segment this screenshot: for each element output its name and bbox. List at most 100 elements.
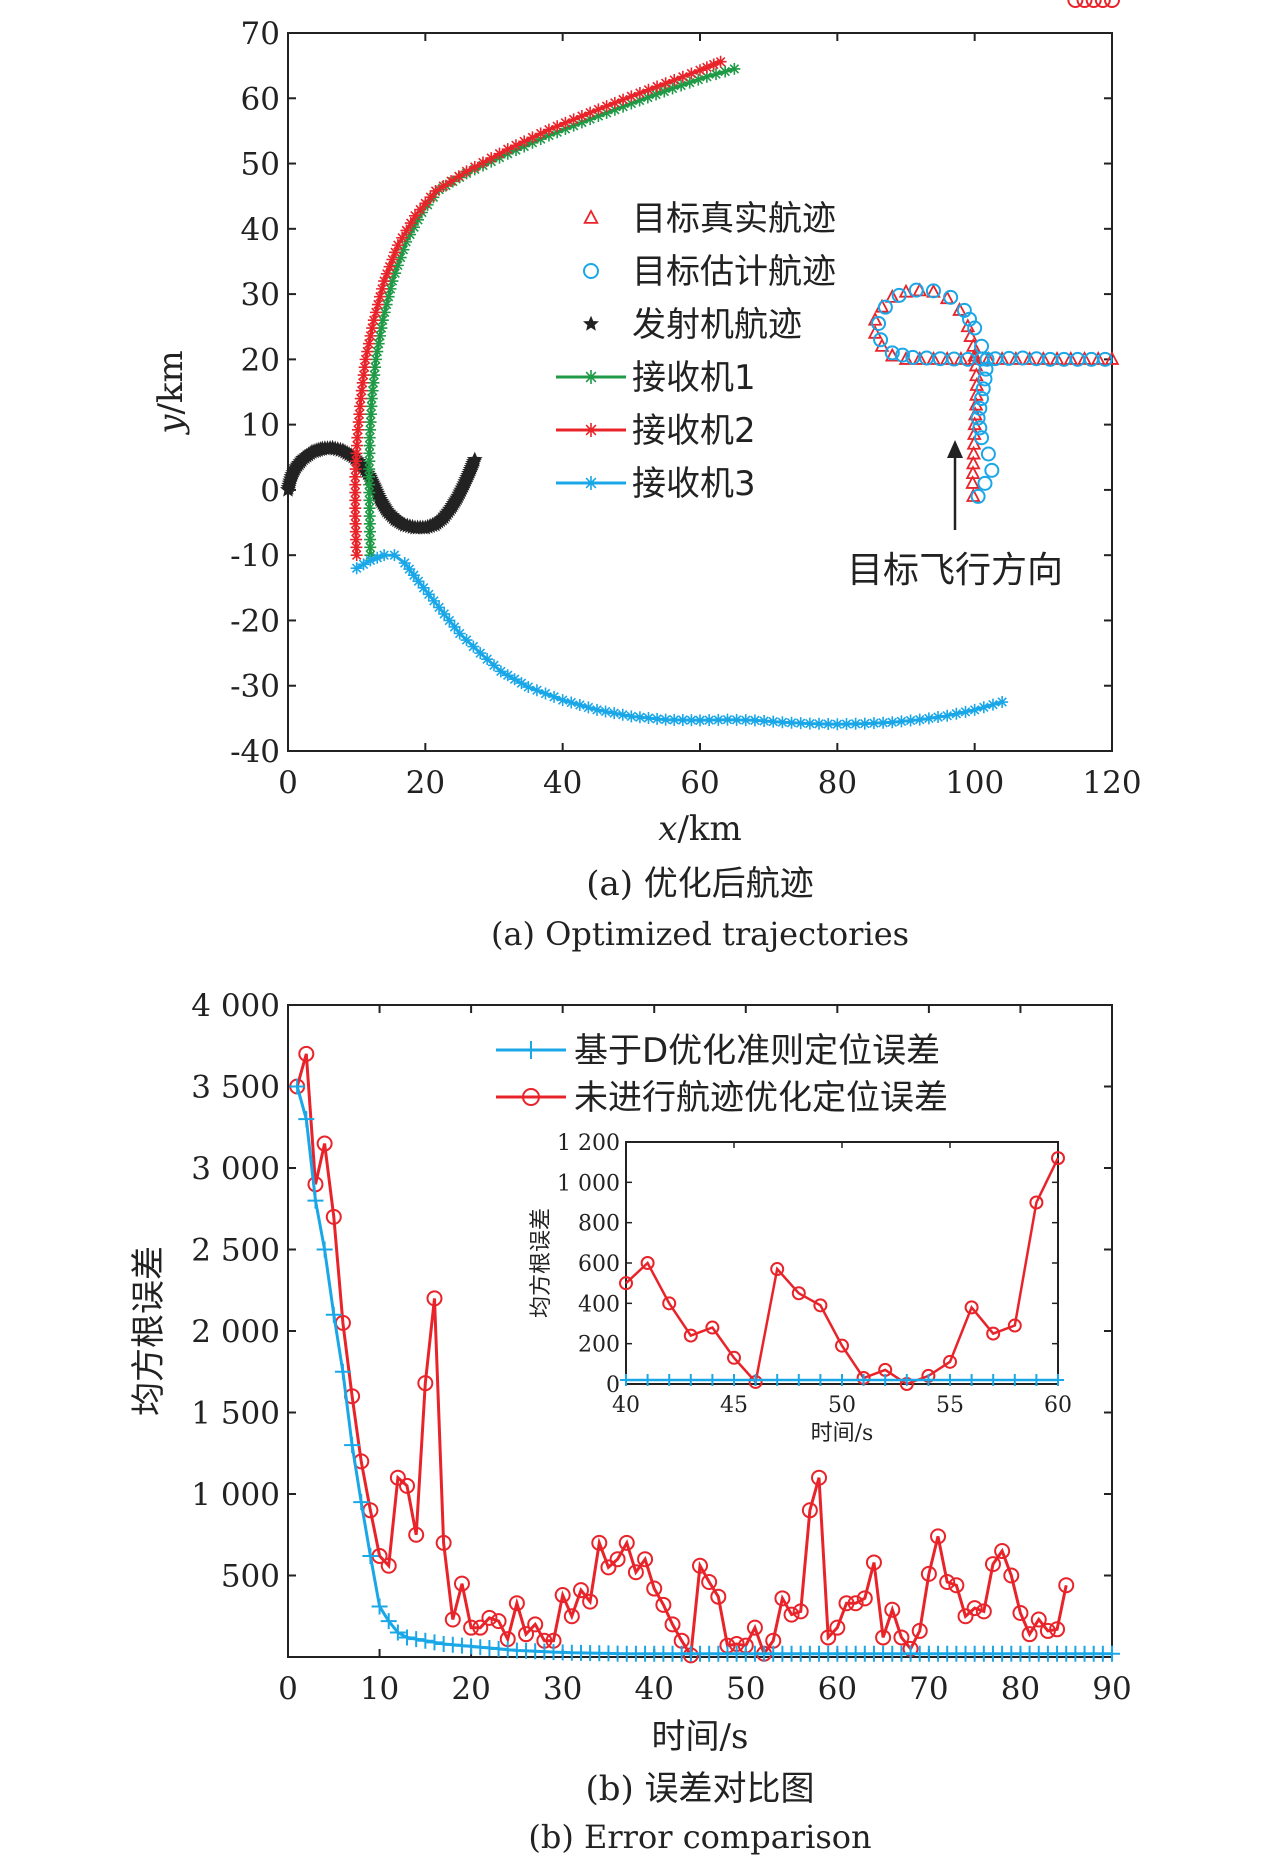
data-point-b [463,1619,480,1636]
data-point-a [567,119,580,132]
data-point-b [554,1587,571,1604]
data-point-a [371,345,384,358]
data-point-a [592,103,605,116]
inset-data-point [705,1320,720,1335]
data-point-b [829,1619,846,1636]
data-point-b [316,1241,333,1258]
data-point-a [891,287,907,303]
data-point-a [584,113,597,126]
data-point-a [365,400,378,413]
data-point-a [567,113,580,126]
data-point-a [366,322,379,335]
data-point-a [378,275,391,288]
data-point-a [600,100,613,113]
data-point-a [396,231,409,244]
data-point-a [617,93,630,106]
legend-marker-b [522,1041,540,1059]
data-point-b [362,1547,379,1564]
inset-data-point [1029,1195,1044,1210]
data-point-b [911,1622,928,1639]
data-point-b [380,1557,397,1574]
data-point-a [389,246,402,259]
y-tick-label-b: 1 500 [191,1396,280,1432]
series-a-5 [350,549,1009,731]
trajectory-chart: 0 20 40 60 80 100 120 -40 -30 -20 -10 0 10 20 30 40 50 60… [151,16,1142,953]
x-axis-label-a: x/km [658,809,742,849]
x-tick-label-a: 100 [945,765,1004,801]
data-point-a [427,594,440,607]
inset-x-tick-label: 45 [720,1393,748,1418]
inset-data-point [749,1373,762,1386]
y-tick-label-a: 0 [260,473,280,509]
data-point-a [349,502,362,515]
data-point-a [388,549,401,562]
y-tick-label-b: 2 500 [191,1233,280,1269]
series-b-0 [289,1078,1120,1662]
data-point-a [409,209,422,222]
data-point-a [970,488,986,504]
data-point-a [371,551,384,564]
data-point-a [1008,350,1024,365]
data-point-a [407,569,420,582]
data-point-a [668,73,681,86]
data-point-a [349,486,362,499]
data-point-a [380,298,393,311]
data-point-a [977,371,993,387]
data-point-a [959,705,972,718]
data-point-a [1104,350,1120,365]
data-point-a [1022,350,1037,365]
data-point-a [658,85,671,98]
series-a-2 [280,439,483,535]
data-point-a [758,714,771,727]
data-point-a [466,451,483,467]
inset-data-point [727,1350,741,1365]
data-point-a [849,717,862,730]
data-point-a [542,123,555,136]
data-point-a [556,694,569,707]
caption-en-a: (a) Optimized trajectories [491,915,909,953]
x-tick-label-b: 20 [451,1671,490,1707]
flight-direction-annotation: 目标飞行方向 [847,550,1063,591]
data-point-a [378,306,391,319]
data-point-a [633,711,646,724]
data-point-a [575,110,588,123]
data-point-a [351,431,364,444]
x-tick-label-b: 10 [360,1671,399,1707]
data-point-a [831,718,844,731]
y-tick-label-a: -20 [230,603,280,639]
data-point-b [325,1208,342,1225]
data-point-a [350,541,363,554]
inset-y-tick-label: 200 [578,1333,620,1358]
data-point-a [453,627,466,640]
data-point-a [362,337,375,350]
data-point-b [1076,0,1093,8]
data-point-a [867,311,883,326]
data-point-a [625,97,638,110]
data-point-a [700,70,713,83]
data-point-a [1049,350,1065,365]
data-point-b [994,1543,1011,1560]
caption-en-b: (b) Error comparison [528,1818,871,1856]
data-point-b [417,1375,434,1392]
inset-data-point [791,1286,806,1301]
data-point-a [352,416,365,429]
x-tick-label-a: 60 [680,765,719,801]
data-point-b [572,1582,589,1599]
data-point-b [975,1603,992,1620]
data-point-b [710,1588,727,1605]
data-point-a [884,345,900,361]
data-point-a [376,282,389,295]
data-point-b [399,1629,416,1646]
data-point-b [426,1290,443,1307]
data-point-a [433,601,446,614]
data-point-a [367,376,380,389]
data-point-a [363,431,376,444]
data-point-b [316,1135,333,1152]
data-point-b [417,1632,434,1649]
data-point-a [972,420,988,436]
inset-y-tick-label: 1 000 [557,1171,620,1196]
data-point-a [445,175,458,188]
data-point-a [501,669,514,682]
